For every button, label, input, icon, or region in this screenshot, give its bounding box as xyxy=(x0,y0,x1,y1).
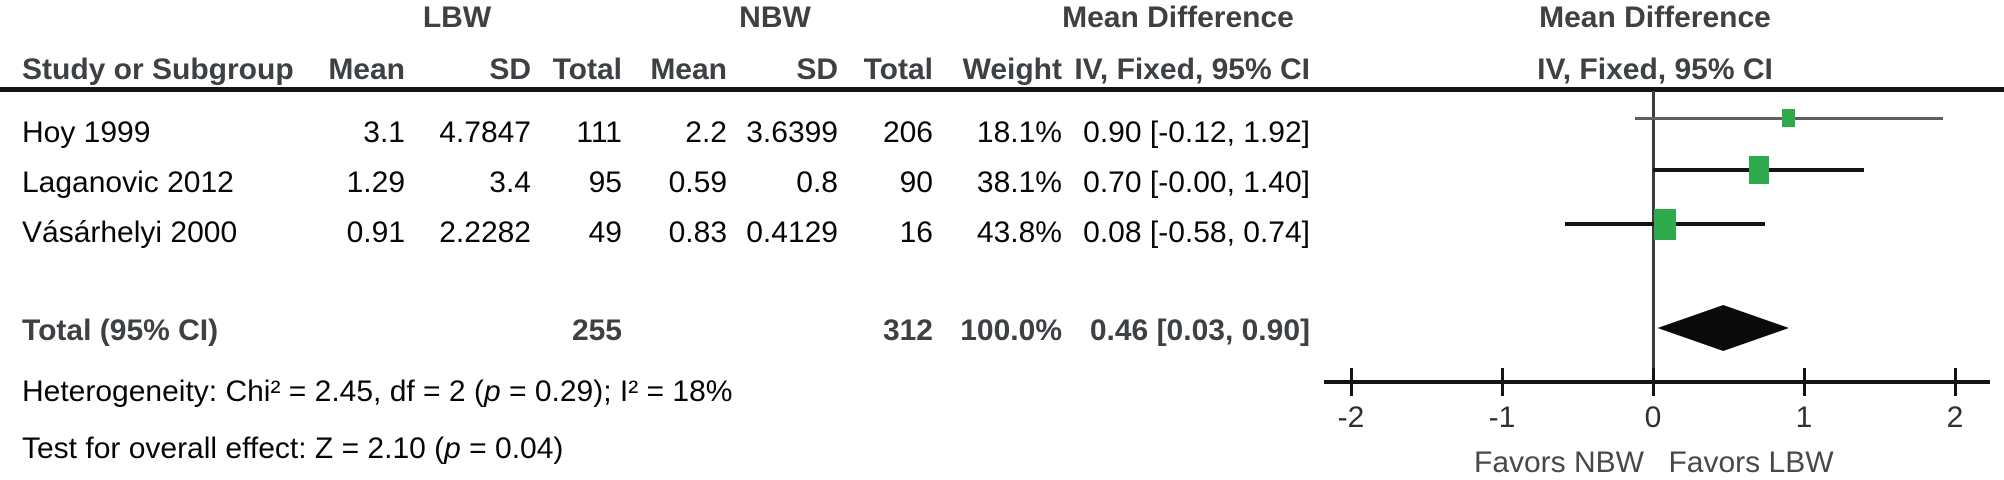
x-axis-tick xyxy=(1349,368,1353,396)
mean-lbw: 0.91 xyxy=(346,216,405,249)
x-axis-tick-label: -2 xyxy=(1337,401,1365,434)
table-row: Hoy 1999 3.1 4.7847 111 2.2 3.6399 206 1… xyxy=(0,115,2004,151)
total-nbw: 206 xyxy=(882,116,933,149)
p-symbol: p xyxy=(444,432,461,465)
study-name: Laganovic 2012 xyxy=(22,166,234,199)
x-axis-line xyxy=(1323,380,1990,384)
col-header-total-nbw: Total xyxy=(863,53,933,86)
col-header-mean-lbw: Mean xyxy=(328,53,405,86)
zero-line xyxy=(1651,91,1655,382)
header-separator-line xyxy=(0,87,2004,92)
mean-nbw: 2.2 xyxy=(685,116,727,149)
total-ci-estimate: 0.46 [0.03, 0.90] xyxy=(1089,314,1310,347)
effect-square xyxy=(1748,156,1769,184)
x-axis-tick xyxy=(1953,368,1957,396)
total-nbw: 16 xyxy=(899,216,933,249)
weight: 38.1% xyxy=(976,166,1062,199)
total-lbw: 111 xyxy=(576,116,622,149)
total-lbw: 95 xyxy=(588,166,622,199)
study-name: Vásárhelyi 2000 xyxy=(22,216,238,249)
total-n-lbw: 255 xyxy=(571,314,622,347)
col-header-total-lbw: Total xyxy=(552,53,622,86)
group-header-md-text: Mean Difference xyxy=(1062,1,1294,34)
ci-estimate: 0.70 [-0.00, 1.40] xyxy=(1083,166,1310,199)
pooled-diamond-shape xyxy=(1657,305,1789,351)
study-name: Hoy 1999 xyxy=(22,116,151,149)
col-header-study: Study or Subgroup xyxy=(22,53,294,86)
favors-right-label: Favors LBW xyxy=(1668,446,1834,479)
x-axis-tick xyxy=(1651,368,1655,396)
overall-effect-stat: Test for overall effect: Z = 2.10 (p = 0… xyxy=(22,431,563,467)
x-axis-tick-label: -1 xyxy=(1488,401,1516,434)
col-header-mean-nbw: Mean xyxy=(650,53,727,86)
col-header-sd-nbw: SD xyxy=(796,53,838,86)
ci-estimate: 0.08 [-0.58, 0.74] xyxy=(1083,216,1310,249)
sd-lbw: 4.7847 xyxy=(439,116,531,149)
x-axis-tick-label: 1 xyxy=(1795,401,1813,434)
col-header-ci-text: IV, Fixed, 95% CI xyxy=(1074,53,1310,86)
total-label: Total (95% CI) xyxy=(22,314,219,347)
x-axis-tick xyxy=(1500,368,1504,396)
x-axis-tick-label: 2 xyxy=(1946,401,1964,434)
group-header-md-plot: Mean Difference xyxy=(1539,1,1771,34)
mean-nbw: 0.59 xyxy=(668,166,727,199)
effect-square xyxy=(1782,109,1796,127)
table-row: Laganovic 2012 1.29 3.4 95 0.59 0.8 90 3… xyxy=(0,165,2004,201)
heterogeneity-text: Heterogeneity: Chi² = 2.45, df = 2 ( xyxy=(22,375,484,408)
weight: 18.1% xyxy=(976,116,1062,149)
overall-effect-text-tail: = 0.04) xyxy=(460,432,564,465)
p-symbol: p xyxy=(483,375,501,408)
sd-lbw: 2.2282 xyxy=(439,216,531,249)
heterogeneity-stat: Heterogeneity: Chi² = 2.45, df = 2 (p = … xyxy=(22,374,732,410)
col-header-ci-plot: IV, Fixed, 95% CI xyxy=(1537,53,1773,86)
ci-estimate: 0.90 [-0.12, 1.92] xyxy=(1083,116,1310,149)
x-axis-tick-label: 0 xyxy=(1644,401,1662,434)
col-header-weight: Weight xyxy=(962,53,1062,86)
total-lbw: 49 xyxy=(588,216,622,249)
sd-lbw: 3.4 xyxy=(489,166,531,199)
x-axis-tick xyxy=(1802,368,1806,396)
sd-nbw: 0.8 xyxy=(796,166,838,199)
group-header-lbw: LBW xyxy=(422,1,492,34)
total-n-nbw: 312 xyxy=(882,314,933,347)
sd-nbw: 0.4129 xyxy=(746,216,838,249)
weight: 43.8% xyxy=(976,216,1062,249)
sd-nbw: 3.6399 xyxy=(746,116,838,149)
heterogeneity-text-tail: = 0.29); I² = 18% xyxy=(500,375,733,408)
total-row: Total (95% CI) 255 312 100.0% 0.46 [0.03… xyxy=(0,313,2004,349)
favors-left-label: Favors NBW xyxy=(1473,446,1645,479)
total-nbw: 90 xyxy=(899,166,933,199)
col-header-sd-lbw: SD xyxy=(489,53,531,86)
table-row: Vásárhelyi 2000 0.91 2.2282 49 0.83 0.41… xyxy=(0,215,2004,251)
mean-lbw: 1.29 xyxy=(346,166,405,199)
overall-effect-text: Test for overall effect: Z = 2.10 ( xyxy=(22,432,445,465)
effect-square xyxy=(1654,208,1677,240)
total-weight: 100.0% xyxy=(960,314,1062,347)
mean-lbw: 3.1 xyxy=(363,116,405,149)
group-header-nbw: NBW xyxy=(739,1,811,34)
mean-nbw: 0.83 xyxy=(668,216,727,249)
